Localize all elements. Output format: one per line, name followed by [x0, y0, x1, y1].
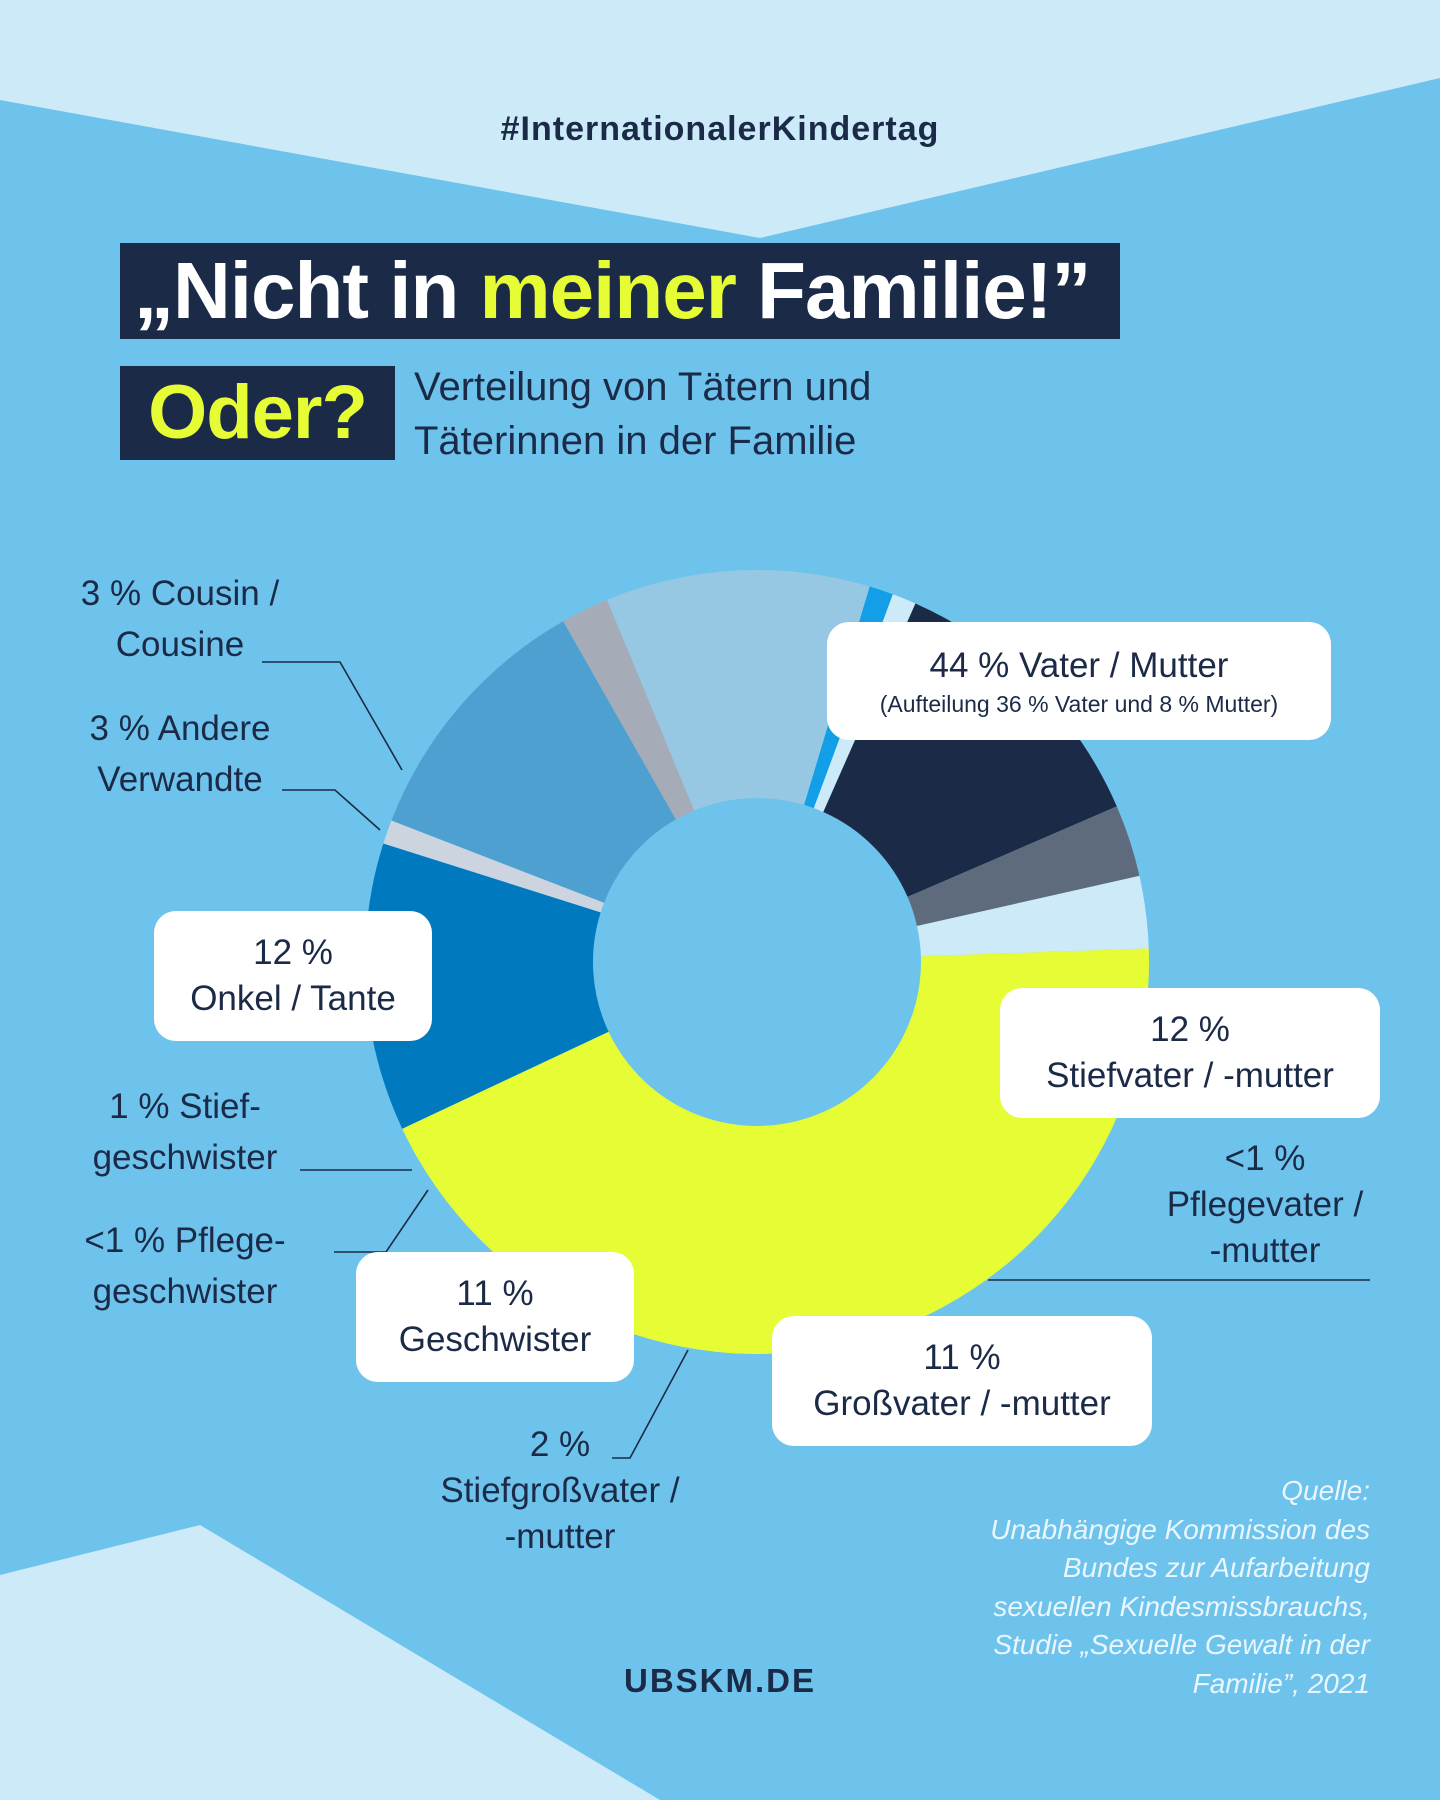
label-pflegevater-line-2: Pflegevater /: [1166, 1185, 1364, 1224]
title-part-2: Familie!”: [735, 246, 1091, 335]
label-stiefvater: 12 % Stiefvater / -mutter: [1000, 988, 1380, 1118]
label-onkel-tante-pct: 12 %: [253, 933, 333, 972]
label-pflegegeschwister-line-2: geschwister: [92, 1272, 278, 1311]
label-stiefgrossvater-line-1: 2 %: [529, 1425, 591, 1464]
source-line-4: sexuellen Kindesmissbrauchs,: [993, 1590, 1370, 1622]
slice-2: [383, 820, 605, 913]
label-stiefvater-text: Stiefvater / -mutter: [1046, 1056, 1334, 1095]
subtitle: Verteilung von Tätern und Täterinnen in …: [414, 360, 871, 468]
label-stiefgeschwister-line-1: 1 % Stief-: [109, 1087, 261, 1126]
label-stiefgeschwister: 1 % Stief- geschwister: [40, 1081, 330, 1183]
title-highlight: meiner: [479, 246, 737, 335]
label-stiefgrossvater-line-2: Stiefgroßvater /: [440, 1471, 680, 1510]
label-cousin-line-2: Cousine: [115, 625, 245, 664]
label-andere-line-2: Verwandte: [97, 760, 263, 799]
label-pflegegeschwister: <1 % Pflege- geschwister: [40, 1215, 330, 1317]
label-stiefgrossvater-line-3: -mutter: [504, 1517, 616, 1556]
subtitle-line-1: Verteilung von Tätern und: [414, 365, 872, 409]
hashtag: #InternationalerKindertag: [500, 110, 940, 148]
footer-url: UBSKM.DE: [623, 1662, 816, 1699]
label-geschwister-text: Geschwister: [398, 1320, 592, 1359]
leader-line-6: [334, 1189, 429, 1253]
chart-leader-lines: [262, 661, 1370, 1459]
label-pflegevater-line-1: <1 %: [1224, 1139, 1306, 1178]
slice-5: [607, 570, 870, 811]
label-onkel-tante: 12 % Onkel / Tante: [154, 911, 432, 1041]
leader-line-9: [282, 789, 381, 831]
label-stiefvater-pct: 12 %: [1150, 1010, 1230, 1049]
source-note: Quelle: Unabhängige Kommission des Bunde…: [850, 1472, 1370, 1703]
slice-3: [391, 621, 676, 903]
source-line-3: Bundes zur Aufarbeitung: [1062, 1552, 1370, 1583]
label-onkel-tante-text: Onkel / Tante: [190, 979, 396, 1018]
label-stiefgrossvater: 2 % Stiefgroßvater / -mutter: [400, 1422, 720, 1560]
source-line-6: Familie”, 2021: [1192, 1667, 1370, 1699]
label-pflegevater: <1 % Pflegevater / -mutter: [1130, 1136, 1400, 1274]
label-pflegevater-line-3: -mutter: [1209, 1231, 1321, 1270]
label-vater-mutter-text: 44 % Vater / Mutter: [929, 646, 1229, 685]
label-andere-verwandte: 3 % Andere Verwandte: [40, 703, 320, 805]
label-andere-line-1: 3 % Andere: [89, 709, 271, 748]
subtitle-line-2: Täterinnen in der Familie: [414, 419, 857, 463]
label-pflegegeschwister-line-1: <1 % Pflege-: [84, 1221, 286, 1260]
slice-9: [907, 806, 1140, 926]
label-grossvater-pct: 11 %: [923, 1338, 1001, 1377]
source-line-5: Studie „Sexuelle Gewalt in der: [993, 1629, 1370, 1660]
slice-1: [365, 843, 609, 1129]
label-cousin-line-1: 3 % Cousin /: [80, 574, 280, 613]
leader-line-4: [612, 1349, 689, 1459]
oder-badge: Oder?: [120, 366, 395, 460]
title-part-1: „Nicht in: [134, 246, 480, 335]
slice-4: [563, 599, 695, 820]
label-cousin: 3 % Cousin / Cousine: [40, 568, 320, 670]
slice-10: [916, 875, 1149, 957]
source-line-2: Unabhängige Kommission des: [990, 1513, 1370, 1545]
source-line-1: Quelle:: [1281, 1475, 1370, 1506]
label-vater-mutter-note: (Aufteilung 36 % Vater und 8 % Mutter): [879, 691, 1279, 717]
label-stiefgeschwister-line-2: geschwister: [92, 1138, 278, 1177]
page-title: „Nicht in meiner Familie!”: [120, 243, 1121, 339]
label-geschwister-pct: 11 %: [456, 1274, 534, 1313]
leader-line-10: [262, 661, 403, 771]
label-grossvater-text: Großvater / -mutter: [813, 1384, 1111, 1423]
label-grossvater: 11 % Großvater / -mutter: [772, 1316, 1152, 1446]
label-geschwister: 11 % Geschwister: [356, 1252, 634, 1382]
label-vater-mutter: 44 % Vater / Mutter (Aufteilung 36 % Vat…: [827, 622, 1331, 740]
